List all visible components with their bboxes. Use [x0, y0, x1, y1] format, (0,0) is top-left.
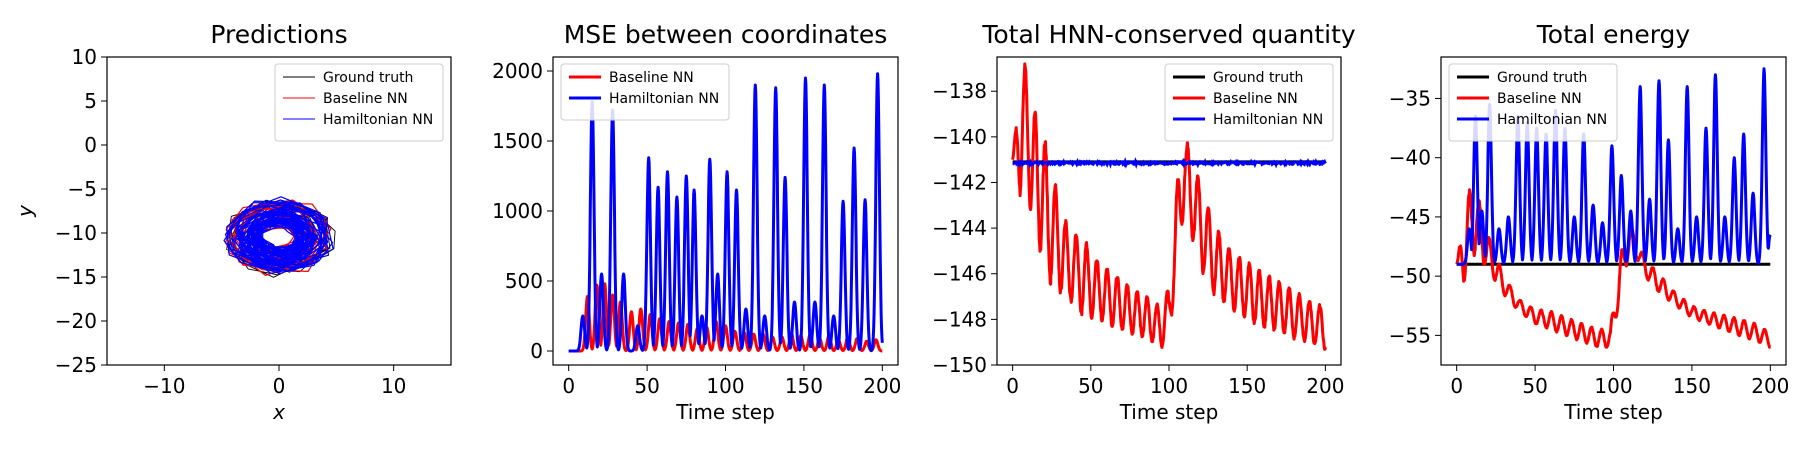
- y-tick-label: 2000: [492, 59, 543, 83]
- hnn-conserved-x-ticks: 0 50 100 150 200: [1006, 365, 1344, 398]
- x-tick-label: 150: [785, 374, 823, 398]
- x-tick-label: 150: [1228, 374, 1266, 398]
- hnn-conserved-title: Total HNN-conserved quantity: [981, 20, 1356, 49]
- y-tick-label: −20: [55, 309, 97, 333]
- x-tick-label: 50: [1078, 374, 1103, 398]
- panel-hnn-conserved: 0 50 100 150 200 −150 −148 −146 −144 −142 −140 −138…: [932, 20, 1356, 424]
- legend-label: Ground truth: [1213, 70, 1303, 86]
- series-line-hamiltonian-nn: [223, 196, 334, 275]
- total-energy-x-axis-label: Time step: [1563, 400, 1663, 424]
- y-tick-label: −45: [1389, 205, 1431, 229]
- predictions-y-ticks: −25 −20 −15 −10 −5 0 5 10: [55, 45, 107, 377]
- y-tick-label: 1500: [492, 129, 543, 153]
- predictions-plot-area: [223, 196, 336, 278]
- x-tick-label: 200: [1306, 374, 1344, 398]
- y-tick-label: 10: [72, 45, 97, 69]
- y-tick-label: −40: [1389, 146, 1431, 170]
- total-energy-title: Total energy: [1536, 20, 1691, 49]
- mse-x-ticks: 0 50 100 150 200: [562, 365, 901, 398]
- mse-x-axis-label: Time step: [675, 400, 775, 424]
- y-tick-label: 500: [505, 269, 543, 293]
- y-tick-label: −140: [932, 125, 987, 149]
- y-tick-label: −5: [68, 177, 97, 201]
- y-tick-label: −50: [1389, 264, 1431, 288]
- total-energy-y-ticks: −55 −50 −45 −40 −35: [1389, 86, 1441, 347]
- predictions-x-axis-label: x: [272, 400, 285, 424]
- total-energy-x-ticks: 0 50 100 150 200: [1450, 365, 1789, 398]
- total-energy-plot-area: [1455, 67, 1772, 349]
- hnn-conserved-plot-area: [1011, 62, 1327, 351]
- x-tick-label: 0: [273, 374, 286, 398]
- series-line-hamiltonian-nn: [1455, 67, 1772, 266]
- y-tick-label: −148: [932, 307, 987, 331]
- y-tick-label: −25: [55, 353, 97, 377]
- y-tick-label: −35: [1389, 86, 1431, 110]
- hnn-conserved-legend: Ground truth Baseline NN Hamiltonian NN: [1164, 63, 1334, 142]
- y-tick-label: 0: [84, 133, 97, 157]
- y-tick-label: 5: [84, 89, 97, 113]
- x-tick-label: 200: [1751, 374, 1789, 398]
- predictions-x-ticks: −10 0 10: [143, 365, 406, 398]
- legend-box: [1164, 63, 1334, 142]
- x-tick-label: 0: [1006, 374, 1019, 398]
- y-tick-label: −10: [55, 221, 97, 245]
- y-tick-label: −144: [932, 216, 987, 240]
- predictions-legend: Ground truth Baseline NN Hamiltonian NN: [274, 63, 444, 142]
- x-tick-label: 100: [1150, 374, 1188, 398]
- legend-label: Baseline NN: [323, 91, 408, 107]
- x-tick-label: 50: [634, 374, 659, 398]
- x-tick-label: 100: [706, 374, 744, 398]
- x-tick-label: 10: [381, 374, 406, 398]
- panel-predictions: −10 0 10 −25 −20 −15 −10 −5 0 5 10 Predictions x y Gro…: [13, 20, 452, 424]
- predictions-title: Predictions: [210, 20, 347, 49]
- mse-plot-area: [567, 72, 884, 353]
- hnn-conserved-x-axis-label: Time step: [1119, 400, 1219, 424]
- y-tick-label: −15: [55, 265, 97, 289]
- x-tick-label: 0: [562, 374, 575, 398]
- legend-label: Hamiltonian NN: [1213, 112, 1323, 128]
- legend-label: Hamiltonian NN: [609, 91, 719, 107]
- series-line-baseline-nn: [1455, 188, 1772, 349]
- y-tick-label: −55: [1389, 323, 1431, 347]
- series-line-baseline-nn: [1011, 62, 1327, 351]
- legend-label: Hamiltonian NN: [1497, 112, 1607, 128]
- predictions-y-axis-label: y: [13, 204, 37, 218]
- legend-label: Baseline NN: [1213, 91, 1298, 107]
- panel-total-energy: 0 50 100 150 200 −55 −50 −45 −40 −35 Total energy T…: [1389, 20, 1790, 424]
- legend-label: Hamiltonian NN: [323, 112, 433, 128]
- legend-box: [274, 63, 444, 142]
- legend-label: Baseline NN: [1497, 91, 1582, 107]
- legend-label: Baseline NN: [609, 70, 694, 86]
- x-tick-label: 100: [1594, 374, 1632, 398]
- y-tick-label: 1000: [492, 199, 543, 223]
- legend-box: [560, 63, 730, 121]
- y-tick-label: 0: [530, 339, 543, 363]
- y-tick-label: −150: [932, 353, 987, 377]
- mse-title: MSE between coordinates: [564, 20, 888, 49]
- series-line-hamiltonian-nn: [567, 72, 884, 353]
- legend-box: [1448, 63, 1618, 142]
- legend-label: Ground truth: [323, 70, 413, 86]
- hnn-conserved-y-ticks: −150 −148 −146 −144 −142 −140 −138: [932, 79, 997, 377]
- series-line-hamiltonian-nn: [1012, 156, 1327, 170]
- x-tick-label: 50: [1522, 374, 1547, 398]
- y-tick-label: −142: [932, 170, 987, 194]
- mse-legend: Baseline NN Hamiltonian NN: [560, 63, 730, 121]
- x-tick-label: −10: [143, 374, 185, 398]
- y-tick-label: −146: [932, 262, 987, 286]
- x-tick-label: 200: [863, 374, 901, 398]
- total-energy-legend: Ground truth Baseline NN Hamiltonian NN: [1448, 63, 1618, 142]
- mse-y-ticks: 0 500 1000 1500 2000: [492, 59, 553, 363]
- x-tick-label: 150: [1673, 374, 1711, 398]
- y-tick-label: −138: [932, 79, 987, 103]
- x-tick-label: 0: [1450, 374, 1463, 398]
- legend-label: Ground truth: [1497, 70, 1587, 86]
